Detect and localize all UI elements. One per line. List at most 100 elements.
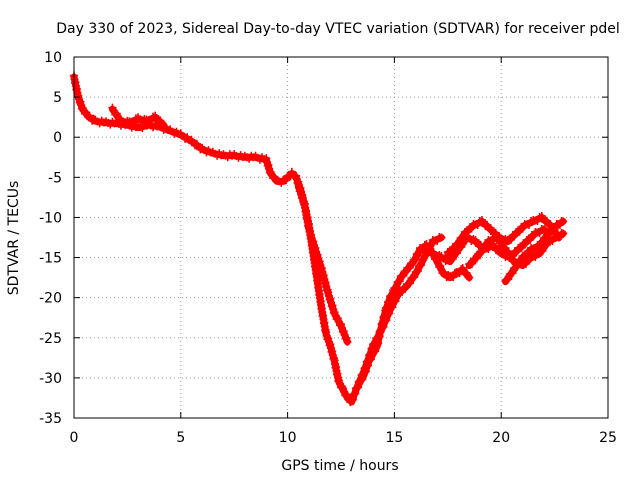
y-tick-label: 5 <box>53 90 62 106</box>
y-tick-label: -15 <box>39 251 62 267</box>
data-point <box>492 232 501 240</box>
data-point <box>379 322 388 331</box>
data-point <box>501 244 510 253</box>
data-point <box>330 308 339 317</box>
data-point <box>472 254 481 263</box>
series-branch-track <box>294 179 352 346</box>
data-point <box>333 314 342 323</box>
data-point <box>413 267 422 276</box>
data-point <box>468 259 477 268</box>
series-recovery-track-a <box>351 233 446 394</box>
data-point <box>422 251 431 260</box>
data-point <box>382 316 391 325</box>
y-tick-label: -20 <box>39 291 62 307</box>
data-point <box>419 255 428 264</box>
data-point <box>548 237 557 246</box>
data-point <box>524 220 533 229</box>
data-point <box>539 225 548 234</box>
data-point <box>334 376 343 385</box>
data-points <box>70 71 568 407</box>
data-point <box>433 237 442 246</box>
data-point <box>447 247 456 256</box>
data-point <box>158 119 167 128</box>
data-point <box>411 255 420 264</box>
data-point <box>521 251 530 260</box>
x-tick-label: 10 <box>279 430 297 446</box>
data-point <box>339 384 348 393</box>
data-point <box>414 249 423 258</box>
plot-frame <box>73 56 609 419</box>
data-point <box>497 238 506 247</box>
series-evening-track-b <box>443 211 563 258</box>
x-axis-label: GPS time / hours <box>281 458 398 474</box>
y-tick-label: 10 <box>44 50 62 66</box>
data-point <box>508 269 517 278</box>
data-point <box>504 275 513 284</box>
data-point <box>371 339 380 348</box>
data-point <box>343 337 352 346</box>
data-point <box>437 233 446 242</box>
data-point <box>112 109 121 118</box>
data-point <box>115 116 124 125</box>
data-point <box>535 228 544 237</box>
data-point <box>399 271 408 280</box>
data-point <box>417 261 426 270</box>
y-tick-label: -10 <box>39 210 62 226</box>
data-point <box>146 116 155 125</box>
data-point <box>517 257 526 266</box>
y-tick-label: -35 <box>39 411 62 427</box>
y-tick-label: -5 <box>48 170 62 186</box>
data-point <box>129 118 138 127</box>
data-point <box>406 279 415 288</box>
data-point <box>533 216 542 225</box>
data-point <box>376 327 385 336</box>
data-point <box>391 297 400 306</box>
data-point <box>512 263 521 272</box>
data-point <box>559 217 568 226</box>
data-point <box>388 303 397 312</box>
data-point <box>353 382 362 391</box>
data-point <box>507 235 516 244</box>
data-point <box>339 327 348 336</box>
data-point <box>449 273 458 282</box>
data-point <box>559 229 568 238</box>
data-point <box>505 250 514 259</box>
y-tick-label: -30 <box>39 371 62 387</box>
axis-ticks: 0 5 10 15 20 25 -35 -30 -25 -20 -15 -10 -5 0 5 10 <box>39 50 617 446</box>
data-point <box>398 287 407 296</box>
data-point <box>542 232 551 241</box>
data-point <box>463 272 472 281</box>
data-point <box>337 320 345 329</box>
data-point <box>453 249 462 258</box>
data-point <box>395 277 404 286</box>
x-tick-label: 25 <box>599 430 617 446</box>
data-point <box>521 259 530 268</box>
data-point <box>405 263 414 272</box>
data-point <box>482 241 491 250</box>
data-point <box>410 273 419 282</box>
data-point <box>538 239 547 248</box>
data-point <box>526 235 535 244</box>
data-point <box>342 333 351 342</box>
data-point <box>385 309 394 318</box>
data-point <box>448 255 457 264</box>
data-point <box>531 253 540 262</box>
data-point <box>508 257 517 266</box>
data-point <box>473 220 482 229</box>
data-point <box>455 269 464 278</box>
x-tick-label: 5 <box>176 430 185 446</box>
data-point <box>488 237 497 246</box>
data-point <box>515 227 524 236</box>
data-point <box>459 232 468 241</box>
series-evening-track-d <box>501 216 568 286</box>
y-tick-label: 0 <box>53 130 62 146</box>
y-tick-label: -25 <box>39 331 62 347</box>
x-tick-label: 15 <box>385 430 403 446</box>
data-point <box>282 176 291 185</box>
data-point <box>159 121 168 130</box>
data-point <box>464 227 473 236</box>
data-point <box>478 247 487 256</box>
data-point <box>392 283 401 292</box>
data-point <box>436 262 445 271</box>
series-early-offset-track <box>108 103 168 130</box>
